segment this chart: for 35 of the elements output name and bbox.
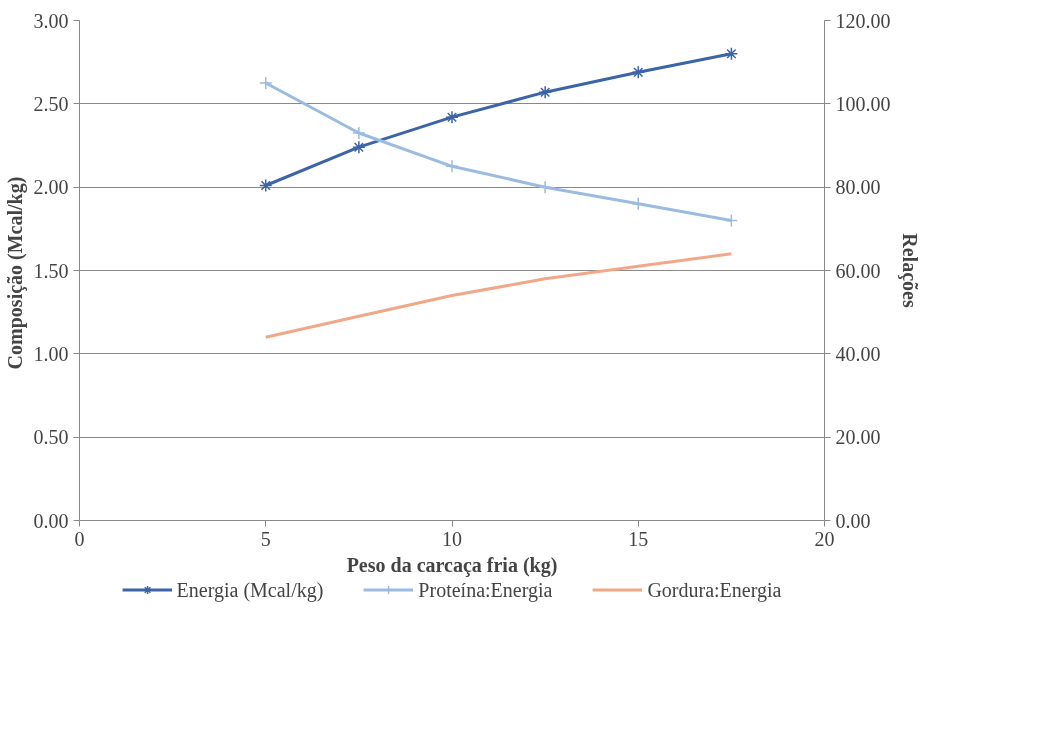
y2-axis-title: Relações bbox=[897, 233, 921, 308]
y-tick-label: 1.50 bbox=[33, 259, 69, 282]
y-tick-label: 3.00 bbox=[33, 9, 69, 32]
x-tick-label: 15 bbox=[628, 527, 649, 550]
point bbox=[352, 126, 366, 140]
y-tick-label: 2.50 bbox=[33, 92, 69, 115]
y-tick-label: 2.00 bbox=[33, 176, 69, 199]
y2-tick-label: 120.00 bbox=[835, 9, 891, 32]
point bbox=[259, 178, 273, 193]
x-tick-label: 0 bbox=[74, 527, 85, 550]
legend-label: Gordura:Energia bbox=[647, 578, 782, 601]
point bbox=[445, 110, 459, 124]
x-tick-label: 20 bbox=[814, 527, 835, 550]
y-tick-label: 0.00 bbox=[33, 509, 69, 532]
y-axis-title: Composição (Mcal/kg) bbox=[3, 176, 27, 370]
point bbox=[724, 213, 739, 228]
y-tick-label: 0.50 bbox=[33, 426, 69, 449]
line-series bbox=[264, 252, 733, 339]
y2-tick-label: 80.00 bbox=[835, 176, 881, 199]
y2-tick-label: 0.00 bbox=[835, 509, 871, 532]
point bbox=[631, 65, 645, 79]
y-tick-label: 1.00 bbox=[33, 342, 69, 365]
point bbox=[259, 76, 273, 90]
y2-tick-label: 40.00 bbox=[835, 342, 881, 365]
legend-label: Proteína:Energia bbox=[418, 578, 553, 601]
x-axis-title: Peso da carcaça fria (kg) bbox=[346, 553, 558, 577]
legend-label: Energia (Mcal/kg) bbox=[176, 578, 324, 601]
point bbox=[538, 85, 552, 99]
x-tick-label: 5 bbox=[260, 527, 271, 550]
point bbox=[724, 47, 739, 61]
y2-tick-label: 60.00 bbox=[835, 259, 881, 282]
y2-tick-label: 20.00 bbox=[835, 426, 881, 449]
point bbox=[352, 140, 366, 154]
y2-tick-label: 100.00 bbox=[835, 92, 891, 115]
x-tick-label: 10 bbox=[442, 527, 462, 550]
